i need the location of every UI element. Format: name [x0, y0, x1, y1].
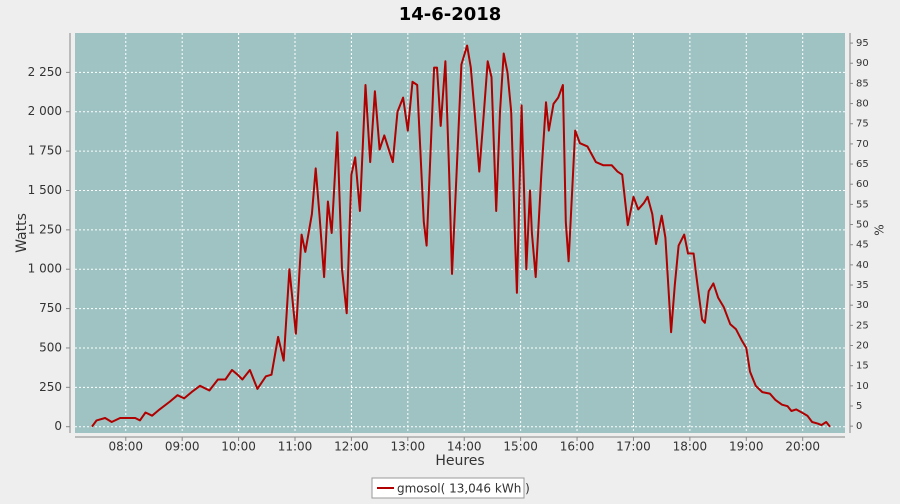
y2-tick-label: 40 [856, 260, 869, 271]
y-tick-label: 500 [39, 340, 62, 354]
x-tick-label: 18:00 [673, 440, 708, 454]
x-tick-label: 08:00 [108, 440, 143, 454]
y-tick-label: 2 250 [28, 65, 62, 79]
y2-tick-label: 80 [856, 99, 869, 110]
y-tick-label: 1 500 [28, 183, 62, 197]
x-tick-label: 13:00 [391, 440, 426, 454]
y2-tick-label: 70 [856, 139, 869, 150]
x-tick-label: 17:00 [616, 440, 651, 454]
y-tick-label: 1 000 [28, 262, 62, 276]
y2-tick-label: 95 [856, 38, 869, 49]
y2-tick-label: 10 [856, 381, 869, 392]
y2-tick-label: 5 [856, 401, 862, 412]
legend-label: gmosol( 13,046 kWh ) [397, 482, 530, 496]
y2-tick-label: 75 [856, 119, 869, 130]
y2-tick-label: 90 [856, 58, 869, 69]
y-tick-label: 250 [39, 380, 62, 394]
x-tick-label: 11:00 [278, 440, 313, 454]
y2-tick-label: 65 [856, 159, 869, 170]
x-tick-label: 12:00 [334, 440, 369, 454]
data-line [91, 44, 831, 428]
y2-tick-label: 60 [856, 179, 869, 190]
y2-tick-label: 30 [856, 300, 869, 311]
x-tick-label: 16:00 [560, 440, 595, 454]
y-tick-label: 2 000 [28, 104, 62, 118]
x-tick-label: 09:00 [165, 440, 200, 454]
y2-tick-label: 0 [856, 421, 862, 432]
y-tick-label: 1 250 [28, 222, 62, 236]
x-tick-label: 19:00 [729, 440, 764, 454]
y2-tick-label: 20 [856, 341, 869, 352]
y2-tick-label: 45 [856, 240, 869, 251]
legend [371, 477, 525, 499]
y2-tick-label: 50 [856, 220, 869, 231]
y-axis-label: Watts [14, 213, 30, 253]
x-tick-label: 20:00 [785, 440, 820, 454]
x-tick-label: 15:00 [503, 440, 538, 454]
y2-axis-label: % [873, 224, 887, 235]
y-tick-label: 750 [39, 301, 62, 315]
y2-tick-label: 25 [856, 320, 869, 331]
x-axis-label: Heures [435, 453, 484, 469]
y2-tick-label: 55 [856, 199, 869, 210]
y2-tick-label: 35 [856, 280, 869, 291]
y2-tick-label: 15 [856, 361, 869, 372]
chart-title: 14-6-2018 [399, 4, 502, 25]
x-tick-label: 10:00 [221, 440, 256, 454]
y-tick-label: 0 [54, 419, 62, 433]
y2-tick-label: 85 [856, 78, 869, 89]
y-tick-label: 1 750 [28, 144, 62, 158]
x-tick-label: 14:00 [447, 440, 482, 454]
